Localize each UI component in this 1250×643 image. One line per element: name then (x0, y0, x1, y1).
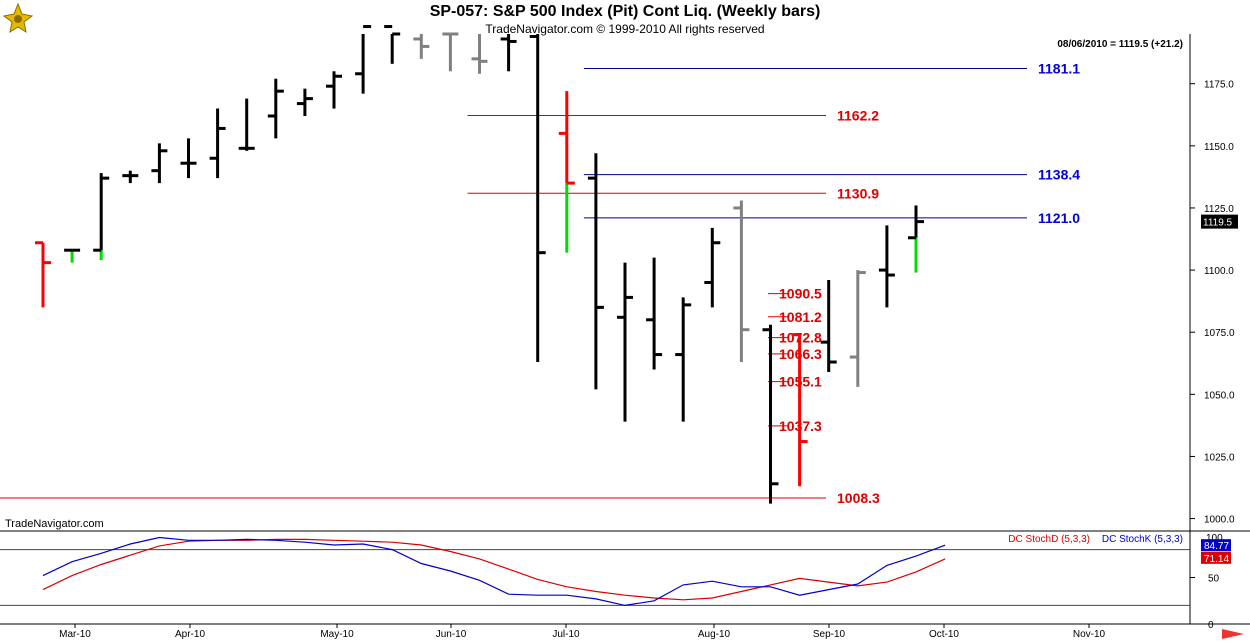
copyright-text: TradeNavigator.com © 1999-2010 All right… (485, 22, 765, 36)
stoch-k-value: 84.77 (1204, 541, 1229, 552)
y-tick-label: 1000.0 (1204, 515, 1235, 526)
stoch-k-value-box (1201, 539, 1231, 552)
stoch-d-value-box (1201, 551, 1231, 564)
level-label: 1008.3 (837, 490, 880, 506)
stoch-d-value: 71.14 (1204, 554, 1229, 565)
y-tick-label: 1175.0 (1204, 80, 1234, 91)
ohlc-bar (267, 78, 284, 139)
level-label: 1138.4 (1038, 167, 1080, 183)
ohlc-bar (762, 324, 779, 504)
y-tick-label: 1125.0 (1204, 204, 1234, 215)
level-label: 1081.2 (779, 309, 822, 325)
ohlc-bar (151, 143, 168, 184)
ohlc-bar (529, 34, 546, 363)
y-tick-label: 1150.0 (1204, 142, 1234, 153)
ohlc-bar (209, 108, 226, 179)
ohlc-bar (849, 270, 866, 387)
ohlc-bar (413, 34, 430, 59)
stoch-k-line (42, 536, 946, 607)
ohlc-bar (675, 297, 692, 422)
stoch-d-line (42, 538, 946, 601)
ohlc-bar (704, 227, 721, 308)
ohlc-bar (64, 248, 81, 263)
ohlc-bar (35, 241, 51, 308)
x-tick-label: Jun-10 (436, 629, 467, 640)
y-tick-label: 1100.0 (1204, 266, 1234, 277)
ohlc-bar (326, 71, 342, 109)
x-tick-label: Sep-10 (813, 629, 846, 640)
ohlc-bar (908, 205, 924, 273)
ohlc-bar (500, 34, 517, 72)
current-price-label: 1119.5 (1203, 218, 1233, 229)
ohlc-bar (471, 34, 488, 74)
chart-title: SP-057: S&P 500 Index (Pit) Cont Liq. (W… (429, 3, 821, 20)
ohlc-bar (646, 257, 663, 370)
ohlc-bar (878, 225, 895, 308)
ohlc-bar (617, 262, 633, 422)
level-label: 1121.0 (1038, 210, 1080, 226)
watermark-text: TradeNavigator.com (5, 518, 104, 530)
ohlc-bar (733, 200, 750, 363)
trade-navigator-logo-icon[interactable] (2, 2, 34, 34)
current-price-box (1201, 214, 1238, 229)
stoch-tick-label: 50 (1208, 574, 1220, 585)
ohlc-bar (122, 170, 139, 184)
ohlc-bar (587, 153, 604, 390)
x-tick-label: Aug-10 (698, 629, 731, 640)
x-tick-label: Apr-10 (175, 629, 205, 640)
stoch-k-legend: DC StochK (5,3,3) (1102, 534, 1183, 545)
y-tick-label: 1075.0 (1204, 328, 1235, 339)
stoch-tick-label: 0 (1208, 620, 1214, 631)
ohlc-bar (296, 88, 313, 117)
x-tick-label: Jul-10 (552, 629, 580, 640)
ohlc-bar (791, 333, 808, 487)
ohlc-bar (355, 25, 372, 94)
x-tick-label: May-10 (320, 629, 354, 640)
ohlc-bar (820, 280, 837, 372)
ohlc-bar (384, 25, 401, 64)
ohlc-bar (442, 32, 459, 72)
ohlc-bar (180, 138, 197, 179)
x-tick-label: Nov-10 (1073, 629, 1106, 640)
ohlc-bar (238, 98, 255, 151)
y-tick-label: 1050.0 (1204, 390, 1235, 401)
level-label: 1090.5 (779, 286, 822, 302)
x-tick-label: Mar-10 (59, 629, 91, 640)
level-label: 1181.1 (1038, 61, 1080, 77)
y-tick-label: 1025.0 (1204, 452, 1235, 463)
x-tick-label: Oct-10 (929, 629, 959, 640)
scroll-right-arrow-icon[interactable] (1222, 629, 1244, 639)
last-value-label: 08/06/2010 = 1119.5 (+21.2) (1057, 39, 1183, 50)
ohlc-bar (558, 91, 575, 253)
level-label: 1162.2 (837, 108, 879, 124)
level-label: 1130.9 (837, 185, 879, 201)
ohlc-bar (93, 173, 110, 261)
stoch-tick-label: 100 (1206, 533, 1223, 544)
stoch-d-legend: DC StochD (5,3,3) (1008, 534, 1090, 545)
